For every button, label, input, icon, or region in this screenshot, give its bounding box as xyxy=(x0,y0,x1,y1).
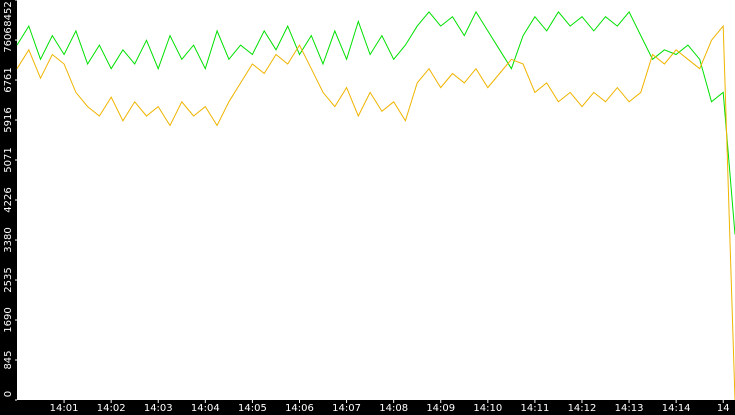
x-tick-label: 14:12 xyxy=(568,403,597,414)
y-tick-label: 6761 xyxy=(3,67,14,92)
x-tick-label: 14:01 xyxy=(50,403,79,414)
y-tick-label: 2535 xyxy=(3,267,14,292)
y-tick-label: 5071 xyxy=(3,147,14,172)
x-tick-label: 14 xyxy=(717,403,730,414)
y-tick-label: 5916 xyxy=(3,107,14,132)
series-line xyxy=(16,10,735,235)
y-tick-label: 845 xyxy=(3,350,14,369)
y-tick-label: 0 xyxy=(3,391,14,397)
y-tick-label: 3380 xyxy=(3,227,14,252)
y-tick-label: 4226 xyxy=(3,187,14,212)
x-tick-label: 14:05 xyxy=(238,403,267,414)
x-tick-label: 14:10 xyxy=(473,403,502,414)
x-tick-label: 14:02 xyxy=(97,403,126,414)
x-tick-label: 14:13 xyxy=(615,403,644,414)
series-line xyxy=(16,24,735,401)
x-tick-label: 14:14 xyxy=(662,403,691,414)
y-tick-label: 8452 xyxy=(3,1,14,26)
x-tick-label: 14:08 xyxy=(379,403,408,414)
x-axis-bar xyxy=(0,400,735,415)
y-axis-bar xyxy=(0,0,17,415)
x-tick-label: 14:07 xyxy=(332,403,361,414)
x-tick-label: 14:04 xyxy=(191,403,220,414)
x-tick-label: 14:09 xyxy=(426,403,455,414)
y-tick-label: 1690 xyxy=(3,307,14,332)
x-tick-label: 14:03 xyxy=(144,403,173,414)
y-tick-label: 7606 xyxy=(3,27,14,52)
x-tick-label: 14:06 xyxy=(285,403,314,414)
x-tick-label: 14:11 xyxy=(520,403,549,414)
